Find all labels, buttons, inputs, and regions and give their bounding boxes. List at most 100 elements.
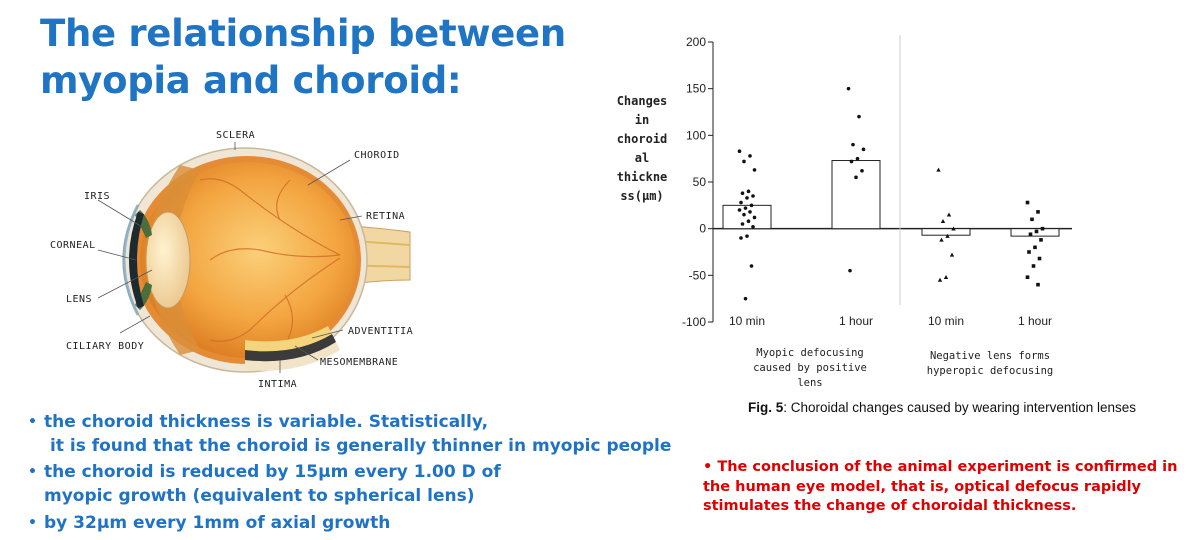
data-point [951, 226, 956, 231]
bar [831, 160, 881, 230]
conclusion-line-1: • The conclusion of the animal experimen… [703, 459, 1178, 475]
category-label: 1 hour [1018, 314, 1052, 328]
data-point [752, 168, 757, 172]
data-point [848, 268, 852, 273]
conclusion-line-3: stimulates the change of choroidal thick… [703, 498, 1077, 514]
label-mesomembrane: MESOMEMBRANE [320, 357, 398, 368]
data-point [1027, 250, 1031, 254]
bar [722, 204, 772, 230]
y-axis-label-line: choroid [617, 132, 668, 146]
data-point [751, 225, 755, 229]
bullet-item-2: • the choroid is reduced by 15μm every 1.… [28, 460, 501, 508]
caption-text: : Choroidal changes caused by wearing in… [783, 400, 1136, 415]
data-point [739, 236, 743, 240]
caption-figure-number: Fig. 5 [748, 400, 784, 415]
bullet-dot: • [28, 464, 37, 480]
eye-anatomy-diagram: SCLERA CHOROID IRIS RETINA CORNEAL LENS … [50, 130, 413, 390]
data-point [739, 200, 743, 205]
data-point [943, 275, 949, 279]
group-label-line: Myopic defocusing [756, 347, 863, 359]
bullet-item-1: • the choroid thickness is variable. Stat… [28, 410, 671, 458]
label-sclera: SCLERA [216, 130, 255, 141]
slide-title: The relationship between myopia and chor… [40, 10, 600, 104]
data-point [937, 277, 943, 282]
category-label: 10 min [729, 314, 765, 328]
data-point [1031, 264, 1036, 268]
y-tick-label: 50 [693, 175, 707, 189]
bullet-continuation: myopic growth (equivalent to spherical l… [44, 486, 475, 506]
data-point [1034, 229, 1039, 234]
data-point [749, 203, 754, 208]
data-point [745, 196, 749, 200]
data-point [860, 169, 864, 173]
category-label: 1 hour [839, 314, 873, 328]
data-point [1039, 238, 1043, 242]
data-point [749, 264, 754, 268]
bullet-continuation: it is found that the choroid is generall… [50, 436, 672, 456]
label-lens: LENS [66, 294, 92, 305]
data-point [743, 206, 748, 210]
data-point [743, 296, 748, 301]
y-axis: 200 150 100 50 0 -50 -100 [682, 35, 1072, 329]
bullet-item-3: • by 32μm every 1mm of axial growth [28, 511, 390, 535]
group-label-line: caused by positive [753, 362, 867, 374]
data-point [1030, 217, 1034, 222]
label-intima: INTIMA [258, 379, 297, 390]
data-point [1025, 200, 1030, 205]
data-point [752, 215, 757, 220]
label-ciliary-body: CILIARY BODY [66, 341, 144, 352]
y-axis-label-line: Changes [617, 94, 668, 108]
data-point [857, 114, 861, 119]
title-line-1: The relationship between [40, 12, 566, 55]
group-label-line: hyperopic defocusing [927, 365, 1053, 377]
y-axis-label-line: ss(μm) [620, 189, 663, 203]
data-point [939, 237, 944, 242]
data-point [946, 212, 952, 217]
data-point [742, 159, 746, 164]
conclusion-text: • The conclusion of the animal experimen… [703, 458, 1193, 517]
data-point [1028, 232, 1033, 237]
y-axis-label-line: in [635, 113, 649, 127]
title-line-2: myopia and choroid: [40, 59, 462, 102]
data-point [737, 149, 742, 153]
y-axis-label-line: al [635, 151, 649, 165]
data-point [745, 234, 749, 238]
bullet-text: the choroid is reduced by 15μm every 1.0… [44, 462, 501, 482]
data-point [936, 167, 941, 172]
data-point [737, 208, 742, 212]
data-point [849, 159, 854, 164]
label-retina: RETINA [366, 211, 405, 222]
data-point [740, 191, 745, 195]
y-tick-label: 150 [686, 82, 706, 96]
data-point [855, 156, 860, 161]
y-axis-label-line: thickne [617, 170, 668, 184]
label-adventitia: ADVENTITIA [348, 326, 413, 337]
bullet-text: by 32μm every 1mm of axial growth [44, 513, 391, 533]
data-point [740, 222, 745, 226]
retina-layer [140, 162, 356, 358]
data-point [854, 175, 858, 180]
data-point [940, 219, 946, 223]
y-axis-label: Changes in choroid al thickne ss(μm) [617, 94, 668, 203]
label-choroid: CHOROID [354, 150, 400, 161]
choroid-change-chart: Changes in choroid al thickne ss(μm) 200 150 10… [617, 35, 1072, 389]
label-iris: IRIS [84, 191, 110, 202]
data-point [851, 142, 855, 147]
data-point [945, 233, 950, 238]
data-point [742, 212, 746, 217]
wall-layers [245, 342, 340, 371]
data-point [748, 154, 752, 158]
group-labels: Myopic defocusing caused by positive lens N… [753, 347, 1053, 389]
data-point [746, 189, 751, 194]
category-label: 10 min [928, 314, 964, 328]
bars [722, 160, 1060, 237]
data-points [737, 86, 1045, 301]
y-tick-label: -50 [689, 268, 707, 282]
group-label-line: Negative lens forms [930, 350, 1050, 362]
bar [921, 228, 971, 236]
data-point [1025, 275, 1030, 279]
bullet-text: the choroid thickness is variable. Stati… [44, 412, 489, 432]
data-point [1036, 210, 1040, 214]
data-point [748, 210, 752, 214]
data-point [846, 86, 851, 91]
